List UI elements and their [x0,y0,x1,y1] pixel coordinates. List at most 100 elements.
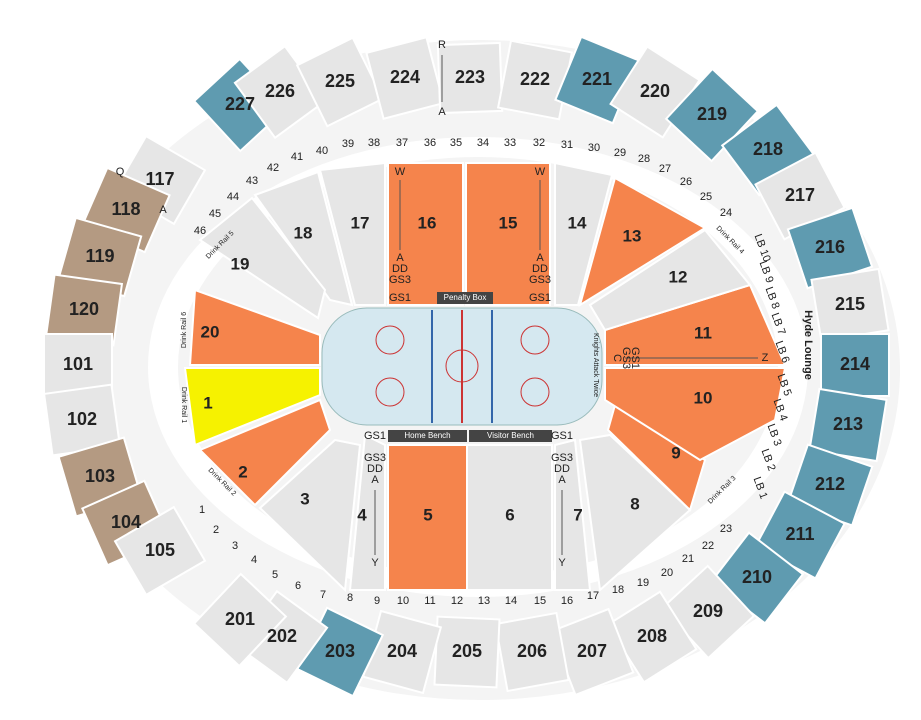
row-letter: A [396,252,404,264]
outer-section [295,36,385,128]
section-label: 14 [568,213,587,232]
section-label: 202 [267,626,297,646]
section-label: 212 [815,474,845,494]
row-number: 16 [561,595,573,607]
bench-label: Visitor Bench [487,431,534,440]
section-label: 221 [582,69,612,89]
section-label: 6 [505,505,514,524]
section-label: 227 [225,94,255,114]
row-number: 21 [682,553,694,565]
row-number: 32 [533,137,545,149]
faceoff-circle [520,325,550,355]
row-number: 12 [451,595,463,607]
row-letter: GS3 [529,274,551,286]
row-number: 23 [720,523,732,535]
row-letter: DD [532,263,548,275]
row-letter: GS3 [364,452,386,464]
row-number: 15 [534,595,546,607]
bench-bar [437,292,493,304]
section-label: 9 [671,443,680,462]
section-label: 120 [69,299,99,319]
note: Drink Rail 1 [180,387,187,423]
section-shape [436,41,504,115]
section-label: 102 [67,409,97,429]
row-letter: W [395,166,406,178]
row-number: 37 [396,137,408,149]
row-number: 39 [342,138,354,150]
section-label: 216 [815,237,845,257]
section-label: 8 [630,494,639,513]
section-shape [433,615,501,689]
row-letter: Z [762,352,769,364]
row-number: 30 [588,142,600,154]
row-letter: A [438,106,446,118]
outer-section [113,505,207,597]
row-letter: W [535,166,546,178]
row-letter: GS1 [389,292,411,304]
section-shape [348,433,386,591]
row-number: 9 [374,595,380,607]
section-shape [318,161,386,306]
section-label: 20 [201,322,220,341]
row-letter: R [438,39,446,51]
row-letter: A [371,474,379,486]
row-letter: A [536,252,544,264]
faceoff-circle [375,377,405,407]
row-number: 35 [450,137,462,149]
row-number: 7 [320,589,326,601]
row-number: 36 [424,137,436,149]
section-label: 219 [697,104,727,124]
section-label: 218 [753,139,783,159]
faceoff-circle [520,377,550,407]
row-number: 22 [702,540,714,552]
row-letter: Y [558,557,566,569]
section-label: 16 [418,213,437,232]
outer-section [808,387,888,463]
row-letter: C [611,354,623,362]
outer-section [494,611,570,693]
section-label: 19 [231,254,250,273]
bench-bar [388,430,467,442]
row-letter: Q [116,166,125,178]
row-number: 1 [199,504,205,516]
section-label: 17 [351,213,370,232]
row-number: 18 [612,584,624,596]
row-number: 5 [272,569,278,581]
section-shape [465,162,551,306]
row-number: 40 [316,145,328,157]
section-label: 15 [499,213,518,232]
row-number: 3 [232,540,238,552]
row-letter: DD [392,263,408,275]
section-shape [387,162,464,306]
row-number: 43 [246,175,258,187]
section-label: 214 [840,354,870,374]
row-number: 6 [295,580,301,592]
section-shape [113,505,207,597]
bench-label: Home Bench [404,431,450,440]
section-shape [198,398,332,507]
section-label: 205 [452,641,482,661]
row-number: 19 [637,577,649,589]
section-label: 215 [835,294,865,314]
section-label: 224 [390,67,420,87]
section-label: 213 [833,414,863,434]
section-label: 5 [423,505,432,524]
section-shape [295,36,385,128]
row-number: 25 [700,191,712,203]
row-number: 13 [478,595,490,607]
section-label: 18 [294,223,313,242]
section-label: 220 [640,81,670,101]
row-letter: A [159,204,167,216]
section-shape [554,161,614,306]
outer-section [433,615,501,689]
row-letter: A [558,474,566,486]
row-number: 28 [638,153,650,165]
row-letter: Y [371,557,379,569]
row-number: 29 [614,147,626,159]
section-label: 211 [785,524,814,544]
row-letter: DD [367,463,383,475]
section-shape [588,228,752,332]
bench-bar [469,430,552,442]
section-shape [198,196,327,320]
